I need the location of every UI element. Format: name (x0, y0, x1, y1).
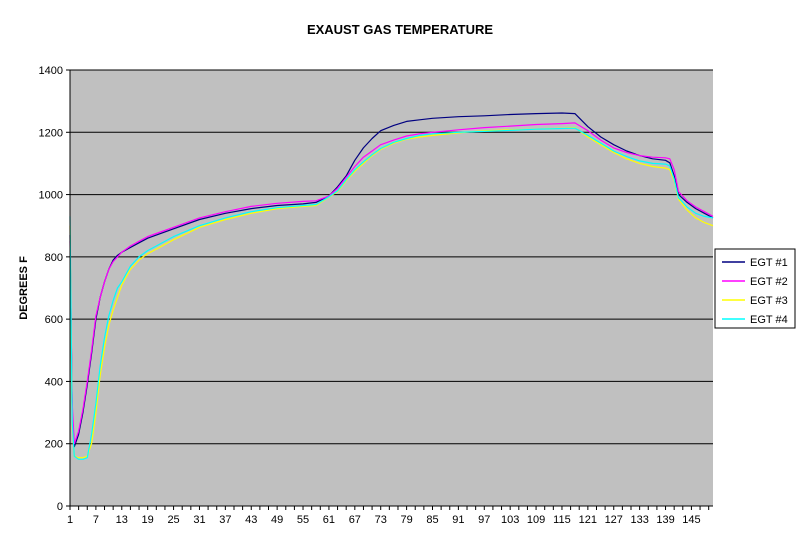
x-tick-label: 127 (605, 514, 623, 526)
x-tick-label: 97 (478, 514, 490, 526)
x-tick-label: 49 (271, 514, 283, 526)
x-tick-label: 115 (553, 514, 571, 526)
x-tick-label: 1 (67, 514, 73, 526)
series-line-egt-2 (69, 122, 714, 445)
x-tick-label: 55 (297, 514, 309, 526)
x-tick-labels: 1 7 13 19 25 31 37 43 49 55 61 67 73 79 85 91 97 103 109 11… (67, 514, 701, 526)
x-tick-label: 103 (501, 514, 519, 526)
legend-label-egt-3: EGT #3 (750, 295, 788, 307)
x-tick-label: 85 (426, 514, 438, 526)
legend: EGT #1 EGT #2 EGT #3 EGT #4 (714, 248, 796, 329)
series-line-egt-3 (69, 126, 714, 459)
x-tick-label: 7 (93, 514, 99, 526)
x-tick-label: 25 (167, 514, 179, 526)
y-axis-label: DEGREES F (18, 256, 30, 320)
y-tick-label: 1400 (39, 65, 63, 77)
chart-title: EXAUST GAS TEMPERATURE (307, 22, 493, 37)
x-tick-label: 61 (323, 514, 335, 526)
x-tick-label: 145 (682, 514, 700, 526)
x-tick-label: 67 (349, 514, 361, 526)
axes (66, 69, 713, 510)
gridlines (70, 69, 713, 445)
series-lines (69, 112, 714, 460)
x-tick-label: 31 (193, 514, 205, 526)
x-tick-label: 139 (656, 514, 674, 526)
x-tick-label: 73 (375, 514, 387, 526)
x-tick-label: 91 (452, 514, 464, 526)
x-tick-label: 109 (527, 514, 545, 526)
y-tick-label: 0 (57, 501, 63, 513)
y-tick-labels: 0 200 400 600 800 1000 1200 1400 (39, 65, 63, 513)
y-tick-label: 200 (45, 439, 63, 451)
x-tick-label: 79 (400, 514, 412, 526)
y-tick-label: 800 (45, 252, 63, 264)
legend-label-egt-2: EGT #2 (750, 276, 788, 288)
plot-area (70, 70, 713, 506)
legend-label-egt-4: EGT #4 (750, 314, 788, 326)
x-tick-label: 121 (579, 514, 597, 526)
x-tick-label: 13 (116, 514, 128, 526)
x-tick-label: 19 (142, 514, 154, 526)
y-tick-label: 1200 (39, 127, 63, 139)
x-tick-label: 37 (219, 514, 231, 526)
legend-label-egt-1: EGT #1 (750, 257, 788, 269)
x-tick-label: 133 (630, 514, 648, 526)
series-line-egt-4 (69, 127, 714, 460)
y-tick-label: 600 (45, 314, 63, 326)
y-tick-label: 1000 (39, 190, 63, 202)
y-tick-label: 400 (45, 376, 63, 388)
x-tick-label: 43 (245, 514, 257, 526)
